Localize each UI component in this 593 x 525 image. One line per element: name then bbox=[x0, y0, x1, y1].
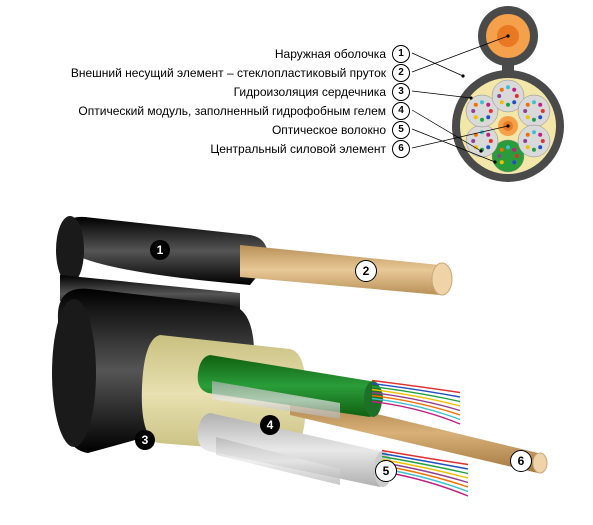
legend-label: Оптическое волокно bbox=[272, 123, 392, 137]
legend-row: Центральный силовой элемент 6 bbox=[10, 139, 410, 158]
perspective-marker-2: 2 bbox=[355, 260, 377, 282]
legend-num-6: 6 bbox=[392, 140, 410, 158]
legend-row: Наружная оболочка 1 bbox=[10, 44, 410, 63]
legend-list: Наружная оболочка 1 Внешний несущий элем… bbox=[10, 44, 410, 158]
perspective-svg bbox=[40, 205, 570, 515]
perspective-marker-3: 3 bbox=[135, 430, 155, 450]
legend-label: Гидроизоляция сердечника bbox=[234, 85, 392, 99]
perspective-marker-5: 5 bbox=[375, 460, 397, 482]
legend-label: Оптический модуль, заполненный гидрофобн… bbox=[78, 104, 392, 118]
legend-row: Оптическое волокно 5 bbox=[10, 120, 410, 139]
legend-label: Центральный силовой элемент bbox=[210, 142, 392, 156]
legend-row: Гидроизоляция сердечника 3 bbox=[10, 82, 410, 101]
legend-row: Оптический модуль, заполненный гидрофобн… bbox=[10, 101, 410, 120]
perspective-marker-4: 4 bbox=[260, 415, 280, 435]
legend-num-4: 4 bbox=[392, 102, 410, 120]
perspective-marker-6: 6 bbox=[510, 450, 532, 472]
legend-row: Внешний несущий элемент – стеклопластико… bbox=[10, 63, 410, 82]
cable-cross-section bbox=[433, 6, 583, 196]
legend-label: Внешний несущий элемент – стеклопластико… bbox=[71, 66, 392, 80]
legend-num-1: 1 bbox=[392, 45, 410, 63]
cable-perspective-view: 1 2 3 4 5 6 bbox=[40, 205, 570, 520]
legend-num-3: 3 bbox=[392, 83, 410, 101]
legend-num-5: 5 bbox=[392, 121, 410, 139]
perspective-marker-1: 1 bbox=[150, 240, 170, 260]
legend-num-2: 2 bbox=[392, 64, 410, 82]
legend-label: Наружная оболочка bbox=[275, 47, 392, 61]
